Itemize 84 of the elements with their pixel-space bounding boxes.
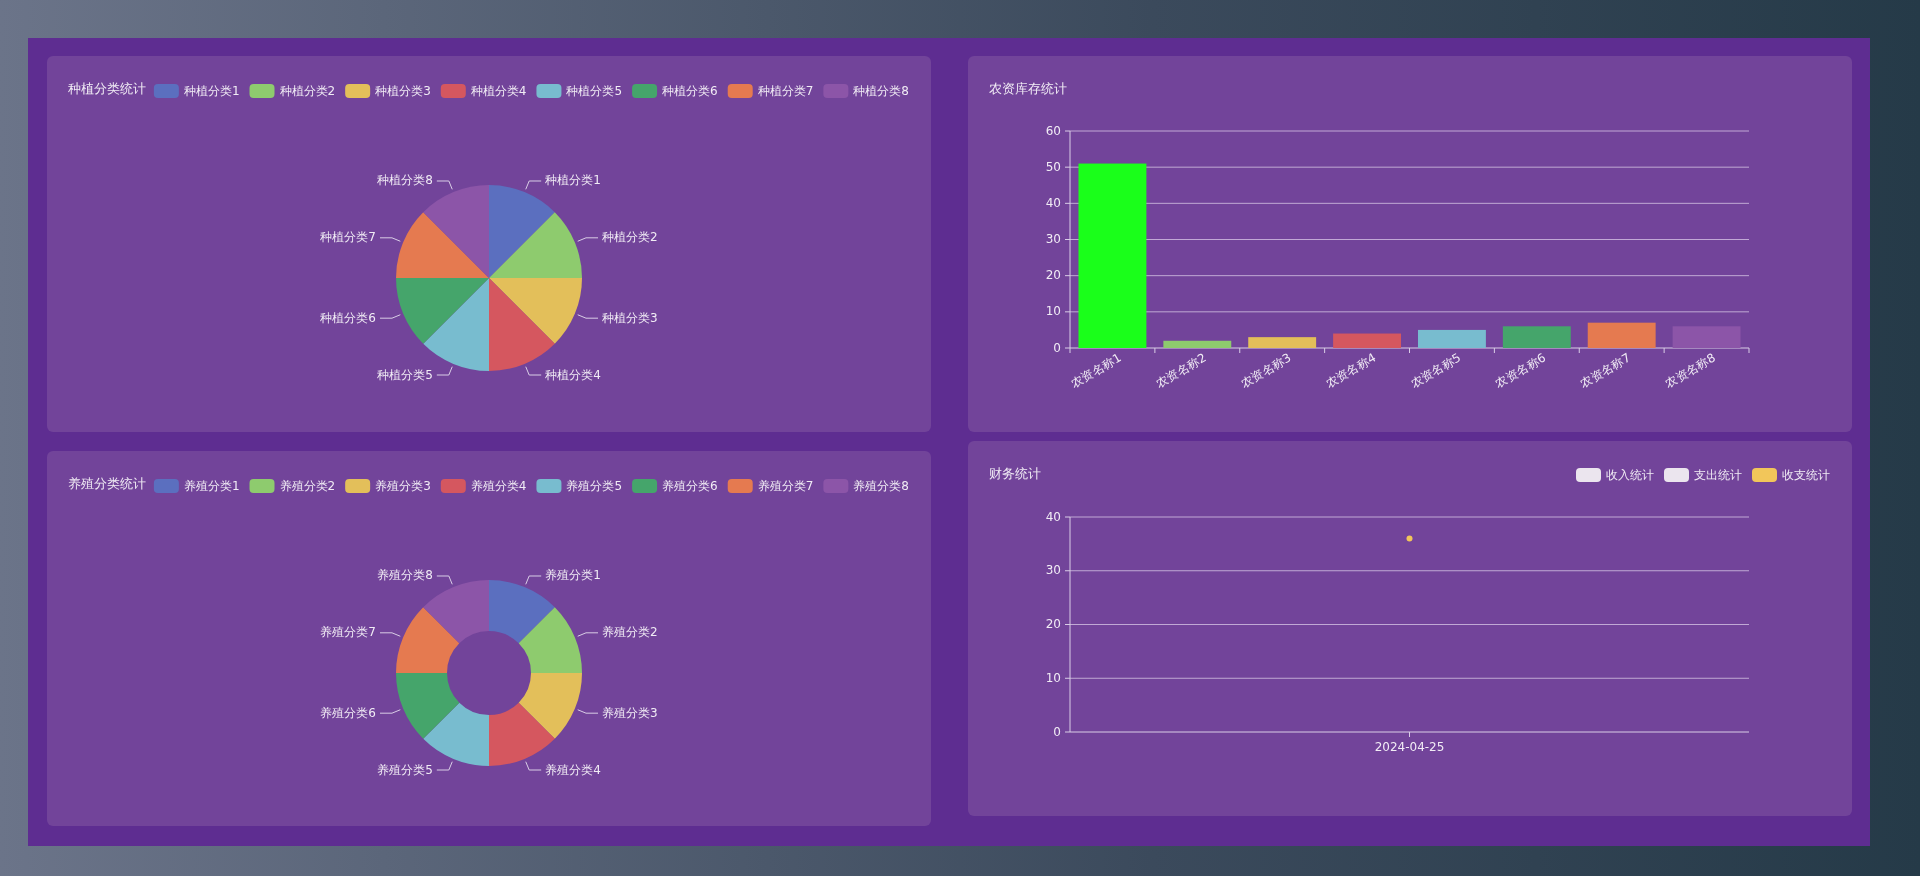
bar: [1587, 322, 1656, 348]
y-tick-label: 10: [1045, 670, 1061, 685]
donut-slice: [423, 580, 489, 644]
legend-label: 养殖分类8: [853, 478, 909, 493]
legend-label: 收支统计: [1782, 467, 1830, 482]
slice-label: 种植分类7: [320, 230, 376, 245]
slice-label: 种植分类4: [545, 367, 601, 382]
donut-slice: [489, 580, 555, 644]
donut-slice: [396, 607, 460, 673]
slice-label: 种植分类1: [545, 173, 601, 188]
x-tick-label: 农资名称7: [1577, 350, 1633, 391]
pie-slice: [489, 212, 582, 278]
bar: [1417, 329, 1486, 348]
pie-slice: [423, 278, 489, 371]
slice-label: 种植分类8: [377, 173, 433, 188]
x-tick-label: 2024-04-25: [1374, 739, 1445, 754]
y-tick-label: 0: [1053, 340, 1061, 355]
slice-label: 种植分类5: [377, 367, 433, 382]
pie-slice: [489, 278, 555, 371]
legend-label: 支出统计: [1694, 467, 1742, 482]
legend-label: 种植分类5: [566, 83, 623, 98]
donut-slice: [423, 702, 489, 766]
legend-label: 种植分类1: [183, 83, 240, 98]
bar: [1502, 326, 1571, 348]
chart-title: 农资库存统计: [989, 80, 1067, 96]
pie-slice: [396, 212, 489, 278]
chart-title: 种植分类统计: [68, 80, 146, 96]
bar: [1333, 333, 1402, 348]
chart-title: 财务统计: [989, 465, 1041, 481]
slice-label: 养殖分类6: [320, 705, 376, 720]
pie-slice: [396, 278, 489, 344]
legend-label: 养殖分类1: [183, 478, 240, 493]
slice-label: 种植分类3: [602, 310, 658, 325]
x-tick-label: 农资名称2: [1153, 350, 1209, 391]
y-tick-label: 30: [1045, 563, 1061, 578]
pie-slice: [489, 278, 582, 344]
bar: [1672, 326, 1741, 348]
donut-slice: [489, 702, 555, 766]
y-tick-label: 20: [1045, 617, 1061, 631]
legend-label: 种植分类7: [757, 83, 814, 98]
bar: [1163, 340, 1232, 348]
slice-label: 养殖分类4: [545, 762, 601, 777]
bar: [1078, 163, 1147, 348]
pie-slice: [423, 185, 489, 278]
donut-slice: [396, 673, 460, 739]
legend-label: 养殖分类6: [662, 478, 718, 493]
x-tick-label: 农资名称3: [1238, 350, 1294, 391]
legend-label: 养殖分类4: [470, 478, 527, 493]
x-tick-label: 农资名称4: [1323, 350, 1379, 391]
y-tick-label: 40: [1045, 509, 1061, 524]
chart-title: 养殖分类统计: [68, 475, 146, 491]
donut-slice: [518, 607, 582, 673]
legend-label: 收入统计: [1606, 467, 1654, 482]
x-tick-label: 农资名称8: [1662, 350, 1718, 391]
x-tick-label: 农资名称5: [1408, 350, 1464, 391]
slice-label: 养殖分类8: [377, 568, 433, 583]
legend-label: 种植分类6: [662, 83, 718, 98]
donut-slice: [518, 673, 582, 739]
y-tick-label: 60: [1045, 123, 1061, 138]
legend-label: 养殖分类3: [375, 478, 431, 493]
slice-label: 养殖分类1: [545, 568, 601, 583]
y-tick-label: 30: [1045, 232, 1061, 246]
bar: [1248, 337, 1317, 348]
pie-slice: [489, 185, 555, 278]
legend-label: 养殖分类2: [279, 478, 336, 493]
slice-label: 养殖分类3: [602, 705, 658, 720]
y-tick-label: 0: [1053, 724, 1061, 739]
legend-label: 养殖分类7: [757, 478, 814, 493]
slice-label: 种植分类6: [320, 310, 376, 325]
y-tick-label: 50: [1045, 159, 1061, 174]
y-tick-label: 10: [1045, 304, 1061, 319]
y-tick-label: 20: [1045, 268, 1061, 283]
legend-label: 种植分类4: [470, 83, 527, 98]
slice-label: 种植分类2: [602, 230, 658, 245]
legend-label: 养殖分类5: [566, 478, 623, 493]
slice-label: 养殖分类2: [602, 625, 658, 640]
legend-label: 种植分类3: [375, 83, 431, 98]
y-tick-label: 40: [1045, 195, 1061, 210]
legend-label: 种植分类2: [279, 83, 336, 98]
x-tick-label: 农资名称6: [1492, 350, 1549, 391]
x-tick-label: 农资名称1: [1068, 350, 1124, 391]
slice-label: 养殖分类5: [377, 762, 433, 777]
slice-label: 养殖分类7: [320, 625, 376, 640]
legend-label: 种植分类8: [853, 83, 909, 98]
